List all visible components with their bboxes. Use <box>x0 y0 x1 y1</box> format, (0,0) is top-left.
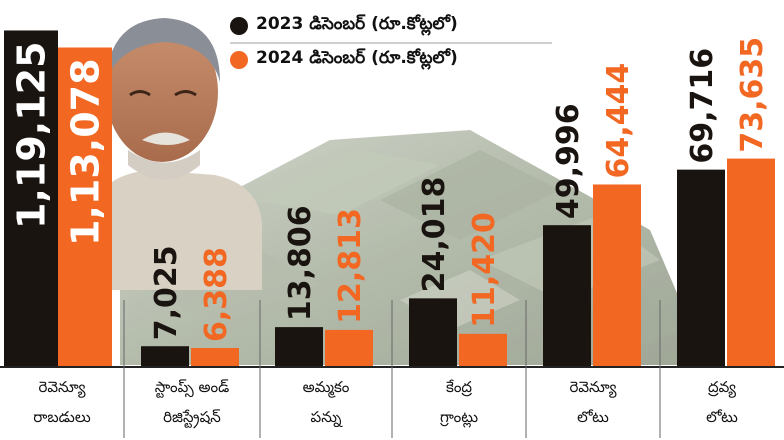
value-label-stamps-registration-2024: 6,388 <box>199 247 234 342</box>
category-label-line: ద్రవ్య <box>708 378 736 396</box>
legend-label-2024: 2024 డిసెంబర్ (రూ.కోట్లలో) <box>256 48 458 68</box>
value-label-sales-tax-2024: 12,813 <box>333 208 368 324</box>
legend-item-2024: 2024 డిసెంబర్ (రూ.కోట్లలో) <box>226 44 556 76</box>
category-label-line: అమ్మకం <box>302 378 350 396</box>
category-label-revenue-receipts: రెవెన్యూ రాబడులు <box>0 372 124 434</box>
legend-item-2023: 2023 డిసెంబర్ (రూ.కోట్లలో) <box>226 10 556 42</box>
portrait-image <box>95 18 262 290</box>
bar-sales-tax-2024 <box>325 329 373 366</box>
value-label-central-grants-2023: 24,018 <box>417 177 452 293</box>
value-label-revenue-deficit-2024: 64,444 <box>601 63 636 179</box>
bar-revenue-deficit-2024 <box>593 184 641 366</box>
legend-swatch-2023 <box>230 17 248 35</box>
bar-revenue-receipts-2023 <box>4 30 58 367</box>
category-label-line: లోటు <box>577 408 609 426</box>
category-label-sales-tax: అమ్మకం పన్ను <box>260 372 392 434</box>
bar-stamps-registration-2023 <box>141 346 189 366</box>
bar-fiscal-deficit-2023 <box>677 169 725 366</box>
category-label-stamps-registration: స్టాంప్స్ అండ్ రిజిస్ట్రేషన్ <box>124 372 260 434</box>
category-label-fiscal-deficit: ద్రవ్య లోటు <box>660 372 784 434</box>
value-label-central-grants-2024: 11,420 <box>467 212 502 328</box>
category-label-line: రాబడులు <box>33 408 91 426</box>
category-label-line: పన్ను <box>310 408 342 426</box>
legend-label-2023: 2023 డిసెంబర్ (రూ.కోట్లలో) <box>256 14 458 34</box>
value-label-revenue-receipts-2024: 1,13,078 <box>64 58 108 246</box>
legend-divider <box>230 42 552 44</box>
bar-fiscal-deficit-2024 <box>727 158 775 366</box>
legend-swatch-2024 <box>230 51 248 69</box>
bar-central-grants-2024 <box>459 333 507 366</box>
bar-sales-tax-2023 <box>275 327 323 366</box>
value-label-fiscal-deficit-2023: 69,716 <box>685 48 720 164</box>
category-label-line: రిజిస్ట్రేషన్ <box>163 408 221 426</box>
value-label-revenue-receipts-2023: 1,19,125 <box>10 41 54 229</box>
category-label-line: కేంద్ర <box>445 378 473 396</box>
category-label-line: స్టాంప్స్ అండ్ <box>154 378 230 396</box>
category-label-revenue-deficit: రెవెన్యూ లోటు <box>526 372 660 434</box>
category-label-line: లోటు <box>706 408 738 426</box>
bar-revenue-deficit-2023 <box>543 225 591 366</box>
value-label-revenue-deficit-2023: 49,996 <box>551 103 586 219</box>
category-label-line: రెవెన్యూ <box>38 378 86 396</box>
value-label-sales-tax-2023: 13,806 <box>283 205 318 321</box>
bar-central-grants-2023 <box>409 298 457 366</box>
legend: 2023 డిసెంబర్ (రూ.కోట్లలో) 2024 డిసెంబర్… <box>226 10 556 76</box>
category-label-line: రెవెన్యూ <box>569 378 617 396</box>
bar-revenue-receipts-2024 <box>58 47 112 366</box>
value-label-fiscal-deficit-2024: 73,635 <box>735 37 770 153</box>
category-label-line: గ్రాంట్లు <box>439 408 479 426</box>
category-label-central-grants: కేంద్ర గ్రాంట్లు <box>392 372 526 434</box>
value-label-stamps-registration-2023: 7,025 <box>149 245 184 340</box>
bar-stamps-registration-2024 <box>191 348 239 366</box>
